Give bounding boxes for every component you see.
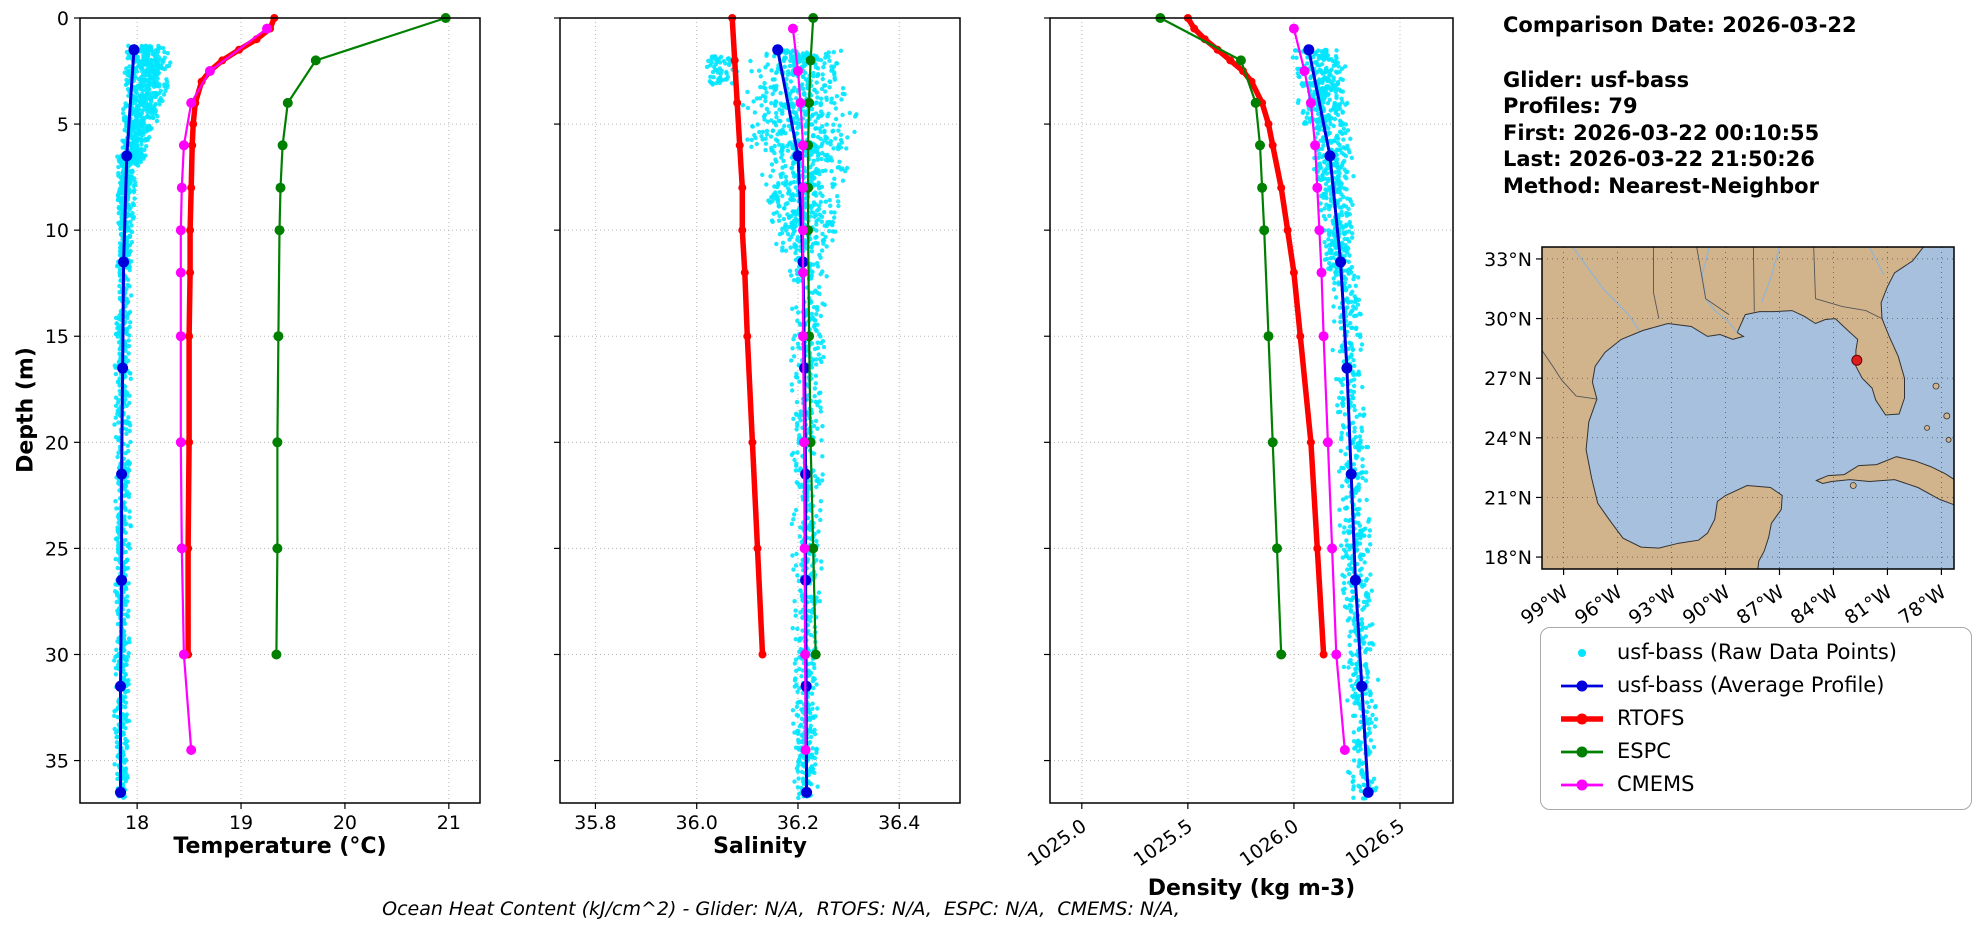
svg-text:81°W: 81°W [1841,581,1897,629]
svg-text:19: 19 [229,812,253,834]
svg-text:35.8: 35.8 [574,812,616,834]
svg-text:78°W: 78°W [1895,581,1951,629]
svg-text:0: 0 [57,8,69,30]
svg-text:93°W: 93°W [1625,581,1681,629]
svg-text:33°N: 33°N [1484,249,1532,271]
legend-item-usf-bass-raw-data-points: usf-bass (Raw Data Points) [1541,636,1971,669]
x-axis-label-density: Density (kg m-3) [1147,876,1356,901]
panel-temperature-profile: 18 19 20 21 0 5 10 15 20 25 30 35 [45,8,481,834]
svg-text:1026.5: 1026.5 [1342,815,1409,871]
ohc-annotation: Ocean Heat Content (kJ/cm^2) - Glider: N… [382,898,1180,920]
x-axis-label-temperature: Temperature (°C) [173,834,387,859]
series-espc [1155,13,1287,660]
raw-scatter-salinity-profile [704,48,859,801]
glider-line: Glider: usf-bass [1503,67,1690,92]
svg-text:20: 20 [333,812,357,834]
svg-text:21: 21 [437,812,461,834]
svg-text:10: 10 [45,220,69,242]
svg-text:5: 5 [57,114,69,136]
svg-text:1026.0: 1026.0 [1236,815,1303,871]
svg-text:96°W: 96°W [1571,581,1627,629]
legend-label: usf-bass (Raw Data Points) [1617,640,1897,664]
svg-text:24°N: 24°N [1484,428,1532,450]
legend-marker-line-marker-icon [1561,779,1603,790]
legend-marker-thick-line-marker-icon [1561,713,1603,724]
svg-text:1025.5: 1025.5 [1130,815,1197,871]
svg-text:36.2: 36.2 [777,812,819,834]
legend-item-cmems: CMEMS [1541,768,1971,801]
y-axis-label-depth: Depth (m) [13,347,39,473]
series-usf-bass-average-profile [115,44,140,798]
svg-text:90°W: 90°W [1679,581,1735,629]
method-line: Method: Nearest-Neighbor [1503,173,1819,198]
first-profile-line: First: 2026-03-22 00:10:55 [1503,120,1820,145]
svg-text:36.4: 36.4 [878,812,920,834]
svg-text:36.0: 36.0 [676,812,718,834]
legend-item-espc: ESPC [1541,735,1971,768]
x-axis-label-salinity: Salinity [713,834,807,859]
legend-marker-line-marker-icon [1561,680,1603,691]
series-rtofs [728,14,767,659]
svg-text:30°N: 30°N [1484,309,1532,331]
panel-salinity-profile: 35.8 36.0 36.2 36.4 [554,13,961,834]
svg-text:25: 25 [45,538,69,560]
legend: usf-bass (Raw Data Points) usf-bass (Aver… [1540,627,1972,810]
series-cmems [1288,23,1350,755]
series-cmems [787,23,811,755]
legend-marker-scatter-icon [1578,648,1586,657]
map-land-cuba [1815,456,1954,506]
panel-density-profile: 1025.0 1025.5 1026.0 1026.5 [1024,13,1454,871]
svg-text:27°N: 27°N [1484,368,1532,390]
svg-text:99°W: 99°W [1517,581,1573,629]
svg-text:18: 18 [125,812,149,834]
legend-item-usf-bass-average-profile: usf-bass (Average Profile) [1541,669,1971,702]
svg-text:20: 20 [45,432,69,454]
svg-text:15: 15 [45,326,69,348]
svg-text:30: 30 [45,644,69,666]
svg-text:35: 35 [45,751,69,773]
last-profile-line: Last: 2026-03-22 21:50:26 [1503,147,1815,171]
legend-marker-line-marker-icon [1561,746,1603,757]
legend-item-rtofs: RTOFS [1541,702,1971,735]
series-espc [271,13,451,660]
legend-label: RTOFS [1617,706,1685,730]
comparison-date-line: Comparison Date: 2026-03-22 [1503,13,1857,37]
map-gulf-of-mexico: 33°N 30°N 27°N 24°N 21°N 18°N 99°W96°W93°W90°W… [1484,246,1955,629]
svg-text:18°N: 18°N [1484,547,1532,569]
svg-text:84°W: 84°W [1787,581,1843,629]
series-usf-bass-average-profile [1303,44,1374,798]
svg-text:21°N: 21°N [1484,487,1532,509]
glider-location-marker [1851,354,1863,366]
info-spacer [1503,39,1857,67]
legend-label: ESPC [1617,739,1671,763]
legend-label: CMEMS [1617,772,1695,796]
info-panel: Comparison Date: 2026-03-22 Glider: usf-… [1503,12,1857,199]
series-cmems [175,23,272,755]
profiles-line: Profiles: 79 [1503,94,1638,118]
svg-text:1025.0: 1025.0 [1024,815,1091,871]
svg-text:87°W: 87°W [1733,581,1789,629]
legend-label: usf-bass (Average Profile) [1617,673,1885,697]
